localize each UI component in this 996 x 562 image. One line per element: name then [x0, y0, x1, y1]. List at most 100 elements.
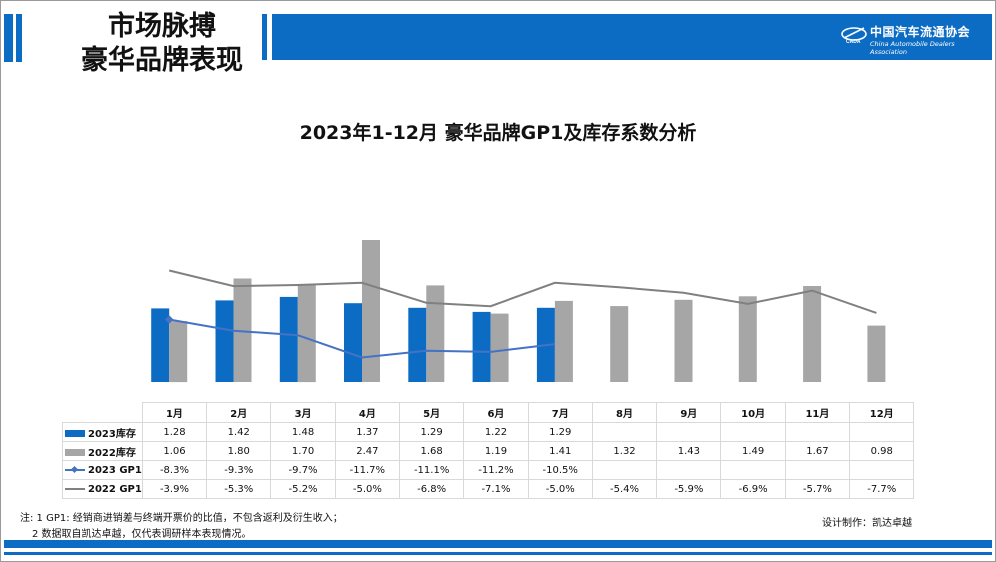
table-cell: [656, 422, 722, 442]
table-cell: 2.47: [334, 441, 401, 461]
table-cell: -8.3%: [141, 460, 208, 480]
table-cell: -5.2%: [270, 479, 336, 499]
logo-text-cn: 中国汽车流通协会: [870, 25, 971, 39]
chart-title: 2023年1-12月 豪华品牌GP1及库存系数分析: [299, 122, 697, 144]
table-cell: 1.48: [270, 422, 336, 442]
table-cell: 1.22: [463, 422, 529, 442]
table-cell: -5.7%: [784, 479, 851, 499]
data-table: 1月 2月 3月 4月 5月 6月 7月 8月 9月 10月 11月 12月 2…: [62, 402, 915, 499]
table-cell: -7.7%: [849, 479, 915, 499]
legend-label: 2022 GP1: [88, 483, 142, 495]
page-title: 市场脉搏 豪华品牌表现: [52, 10, 272, 78]
legend-entry-2022-gp1: 2022 GP1: [62, 479, 143, 499]
header-band-accent: [262, 14, 267, 60]
table-cell: 1.29: [527, 422, 593, 442]
association-logo: CADA 中国汽车流通协会 China Automobile Dealers A…: [840, 20, 990, 56]
table-col-header: 9月: [656, 402, 722, 423]
table-cell: -7.1%: [463, 479, 529, 499]
legend-key-line: [65, 465, 85, 473]
table-cell: [849, 460, 915, 480]
bar-2022库存-11月: [803, 286, 822, 382]
chart-plot: [151, 240, 886, 383]
bar-2022库存-4月: [362, 240, 380, 382]
table-cell: -6.8%: [398, 479, 465, 499]
table-cell: -11.2%: [463, 460, 529, 480]
legend-entry-2023-inventory: 2023库存: [62, 422, 143, 442]
bar-2022库存-5月: [426, 285, 445, 382]
footer-band: [4, 540, 992, 548]
table-cell: 1.42: [206, 422, 272, 442]
bar-2022库存-12月: [867, 325, 886, 382]
table-cell: [720, 460, 786, 480]
page-title-line1: 市场脉搏: [108, 11, 216, 42]
bar-2022库存-9月: [674, 299, 693, 382]
table-cell: 1.19: [463, 441, 529, 461]
logo-icon: CADA: [841, 27, 867, 44]
table-cell: [591, 422, 658, 442]
table-cell: -5.0%: [527, 479, 593, 499]
legend-label: 2023 GP1: [88, 464, 142, 476]
table-col-header: 5月: [398, 402, 465, 423]
table-col-header: 2月: [206, 402, 272, 423]
footer-band-thin: [4, 552, 992, 555]
bar-2022库存-8月: [610, 306, 629, 382]
line-2023 GP1: [169, 318, 556, 359]
header-band: [272, 14, 992, 60]
bar-2023库存-5月: [408, 307, 427, 382]
header-accent-bar: [4, 14, 13, 62]
page-title-line2: 豪华品牌表现: [81, 45, 243, 76]
legend-label: 2023库存: [88, 428, 136, 440]
bar-2022库存-6月: [490, 313, 509, 382]
bar-2022库存-1月: [169, 321, 188, 383]
table-col-header: 8月: [591, 402, 658, 423]
table-cell: -5.4%: [591, 479, 658, 499]
table-cell: -6.9%: [720, 479, 786, 499]
table-cell: [656, 460, 722, 480]
table-col-header: 1月: [141, 402, 208, 423]
legend-label: 2022库存: [88, 447, 136, 459]
table-col-header: 6月: [463, 402, 529, 423]
table-col-header: 3月: [270, 402, 336, 423]
table-cell: 1.70: [270, 441, 336, 461]
bar-2023库存-2月: [215, 300, 234, 382]
legend-entry-2023-gp1: 2023 GP1: [62, 460, 143, 480]
logo-text-en: China Automobile Dealers Association: [870, 40, 955, 56]
table-col-header: 7月: [527, 402, 593, 423]
table-row: 2023 GP1 -8.3% -9.3% -9.7% -11.7% -11.1%…: [62, 460, 915, 480]
table-cell: 1.43: [656, 441, 722, 461]
line-2022 GP1: [168, 269, 877, 314]
bar-2022库存-2月: [233, 278, 252, 382]
table-cell: -3.9%: [141, 479, 208, 499]
table-cell: 0.98: [849, 441, 915, 461]
table-row: 2022 GP1 -3.9% -5.3% -5.2% -5.0% -6.8% -…: [62, 479, 915, 499]
table-cell: 1.41: [527, 441, 593, 461]
bar-2022库存-10月: [738, 296, 757, 382]
table-cell: -5.3%: [206, 479, 272, 499]
table-cell: [784, 460, 851, 480]
bar-2022库存-3月: [297, 284, 316, 383]
point-2023 GP1: [164, 315, 174, 324]
table-cell: -11.7%: [334, 460, 401, 480]
svg-text:CADA: CADA: [846, 39, 861, 44]
table-corner: [62, 402, 143, 423]
table-cell: -5.9%: [656, 479, 722, 499]
table-cell: 1.67: [784, 441, 851, 461]
table-col-header: 10月: [720, 402, 786, 423]
table-cell: 1.68: [398, 441, 465, 461]
designer-credit: 设计制作：凯达卓越: [822, 518, 912, 529]
table-cell: -11.1%: [398, 460, 465, 480]
table-cell: 1.32: [591, 441, 658, 461]
legend-key-bar: [65, 449, 85, 456]
table-cell: -9.7%: [270, 460, 336, 480]
footnote-line2: 2 数据取自凯达卓越，仅代表调研样本表现情况。: [32, 529, 252, 540]
table-cell: -9.3%: [206, 460, 272, 480]
legend-key-marker: [70, 465, 79, 473]
bar-2023库存-6月: [472, 311, 491, 382]
legend-entry-2022-inventory: 2022库存: [62, 441, 143, 461]
table-cell: -5.0%: [334, 479, 401, 499]
table-col-header: 12月: [849, 402, 915, 423]
table-cell: 1.29: [398, 422, 465, 442]
table-col-header: 4月: [334, 402, 401, 423]
bar-2023库存-3月: [279, 296, 298, 382]
legend-key-line: [65, 487, 85, 490]
